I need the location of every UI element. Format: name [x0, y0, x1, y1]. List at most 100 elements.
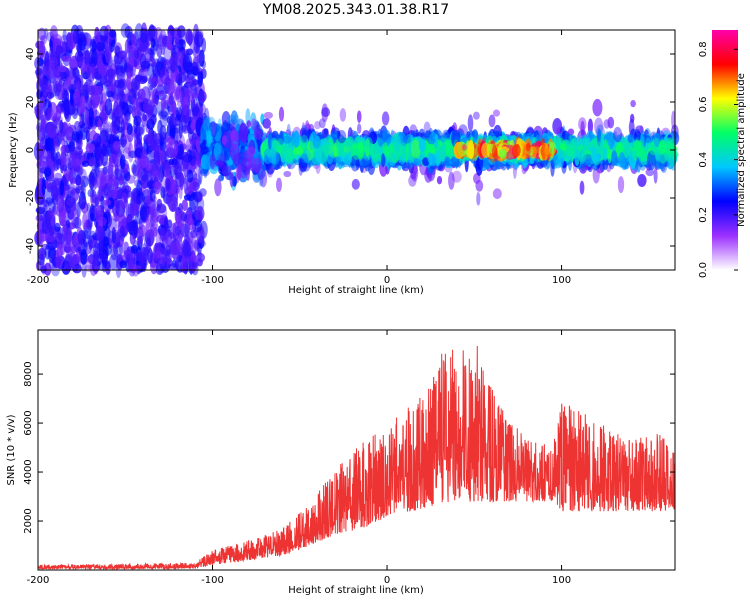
heatmap-cell [157, 109, 168, 120]
heatmap-cell [237, 151, 247, 167]
heatmap-cell [44, 244, 51, 260]
heatmap-cell [246, 164, 250, 181]
heatmap-cell [114, 231, 121, 248]
heatmap-cell [123, 93, 130, 103]
heatmap-cell [127, 257, 137, 277]
heatmap-cell [185, 138, 193, 153]
heatmap-cell [140, 206, 148, 222]
heatmap-cell [162, 35, 169, 48]
heatmap-cell [293, 130, 300, 149]
heatmap-cell [154, 181, 159, 188]
heatmap-cell [104, 183, 109, 199]
heatmap-cell [130, 244, 138, 254]
heatmap-cell [339, 144, 344, 158]
heatmap-cell [184, 153, 189, 165]
heatmap-cell [159, 227, 167, 242]
heatmap-cell [41, 118, 46, 136]
heatmap-cell [98, 89, 107, 108]
heatmap-cell [165, 178, 171, 192]
heatmap-cell [157, 77, 164, 87]
heatmap-cell [111, 111, 117, 128]
heatmap-cell [47, 121, 56, 139]
heatmap-cell [160, 186, 166, 199]
heatmap-cell [322, 137, 331, 155]
heatmap-cell [133, 115, 142, 126]
heatmap-cell [39, 96, 45, 110]
heatmap-cell [120, 154, 126, 170]
heatmap-cell [382, 142, 389, 156]
heatmap-cell [138, 68, 144, 83]
heatmap-cell [258, 169, 264, 187]
heatmap-cell [160, 97, 167, 111]
heatmap-cell [339, 108, 347, 122]
heatmap-cell [65, 228, 72, 246]
heatmap-cell [129, 203, 139, 216]
heatmap-cell [41, 263, 47, 275]
heatmap-cell [175, 73, 183, 86]
heatmap-cell [173, 123, 181, 134]
heatmap-cell [52, 205, 58, 215]
heatmap-cell [211, 121, 216, 137]
heatmap-cell [89, 212, 95, 222]
heatmap-cell [136, 226, 144, 245]
heatmap-cell [165, 168, 170, 177]
heatmap-cell [150, 204, 157, 216]
heatmap-cell [71, 132, 78, 142]
heatmap-cell [235, 166, 240, 184]
heatmap-cell [104, 127, 113, 141]
heatmap-cell [238, 122, 248, 142]
heatmap-cell [200, 123, 208, 142]
heatmap-cell [99, 127, 110, 140]
heatmap-cell [229, 130, 239, 143]
heatmap-cell [246, 120, 252, 128]
heatmap-cell [109, 29, 116, 38]
heatmap-cell [44, 197, 55, 204]
heatmap-cell [171, 100, 177, 116]
heatmap-cell [221, 165, 232, 177]
heatmap-cell [182, 241, 191, 258]
heatmap-cell [54, 222, 61, 232]
heatmap-cell [488, 114, 496, 128]
heatmap-cell [119, 225, 126, 242]
heatmap-cell [141, 167, 149, 182]
heatmap-cell [103, 80, 112, 87]
heatmap-cell [229, 171, 235, 188]
heatmap-cell [592, 98, 603, 117]
heatmap-cell [188, 151, 197, 166]
heatmap-cell [162, 247, 167, 264]
heatmap-cell [62, 29, 67, 42]
heatmap-cell [126, 123, 133, 135]
heatmap-cell [418, 139, 427, 152]
heatmap-cell [176, 25, 186, 38]
heatmap-cell [402, 135, 412, 144]
heatmap-cell [95, 205, 104, 223]
heatmap-cell [108, 153, 119, 168]
heatmap-cell [230, 129, 240, 150]
heatmap-cell [222, 123, 228, 130]
heatmap-cell [67, 122, 72, 143]
heatmap-cell [66, 77, 72, 85]
heatmap-cell [37, 57, 44, 67]
heatmap-cell [169, 53, 178, 73]
heatmap-cell [172, 179, 177, 195]
heatmap-cell [206, 116, 216, 135]
heatmap-cell [194, 227, 204, 236]
heatmap-cell [150, 212, 156, 228]
heatmap-cell [253, 128, 264, 140]
heatmap-cell [175, 107, 183, 121]
heatmap-cell [89, 63, 96, 75]
heatmap-cell [42, 78, 49, 97]
heatmap-cell [82, 230, 90, 248]
heatmap-cell [81, 260, 87, 278]
heatmap-cell [112, 184, 118, 200]
heatmap-cell [91, 190, 97, 204]
heatmap-cell [262, 118, 272, 129]
heatmap-cell [183, 175, 189, 195]
heatmap-cell [55, 151, 61, 170]
heatmap-cell [184, 256, 194, 263]
heatmap-cell [653, 167, 658, 184]
heatmap-cell [251, 118, 257, 131]
heatmap-cell [176, 234, 183, 252]
heatmap-cell [139, 27, 149, 43]
heatmap-cell [82, 211, 88, 231]
